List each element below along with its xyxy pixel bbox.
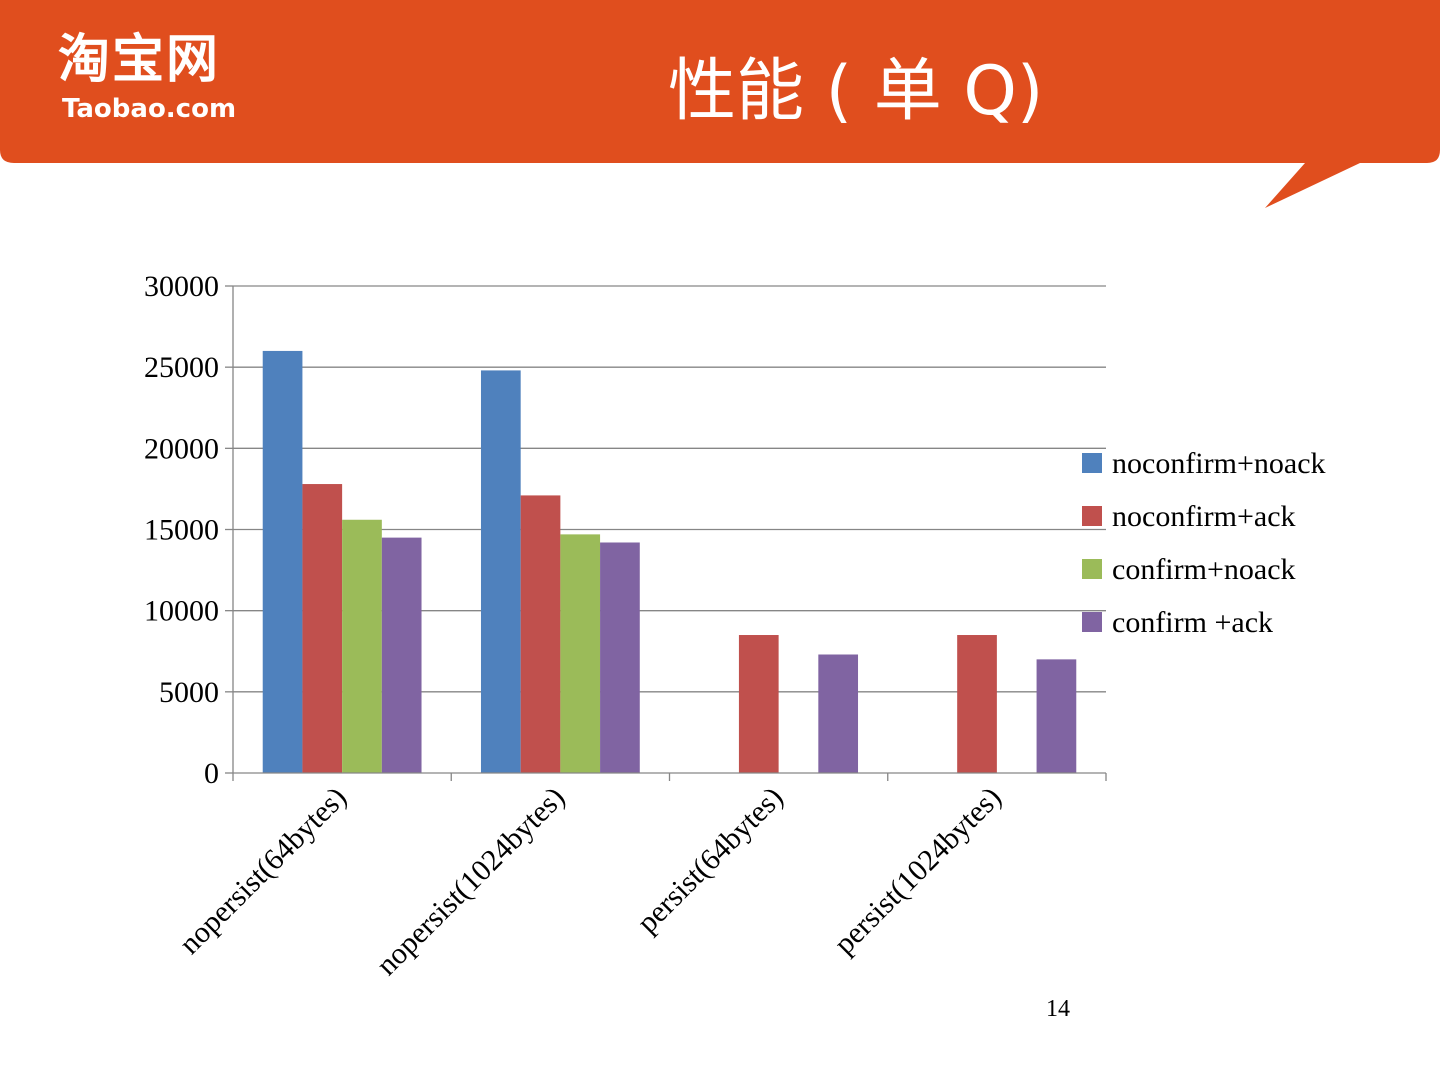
legend-label: confirm +ack	[1112, 606, 1273, 639]
bar	[520, 495, 561, 773]
legend-label: confirm+noack	[1112, 553, 1296, 586]
y-tick-label: 20000	[144, 432, 219, 465]
banner-shape	[0, 0, 1440, 208]
bar	[600, 542, 640, 773]
bar	[1036, 659, 1077, 773]
header-banner	[0, 0, 1440, 208]
bar	[342, 519, 382, 773]
bar	[262, 350, 303, 773]
x-tick-label: nopersist(64bytes)	[173, 781, 353, 961]
bar	[381, 537, 422, 773]
bar	[957, 635, 997, 773]
bar	[818, 654, 859, 773]
legend-label: noconfirm+noack	[1112, 447, 1326, 480]
y-tick-label: 15000	[144, 514, 219, 547]
slide-title: 性能 ( 单 Q)	[668, 52, 1044, 131]
page-number: 14	[1046, 996, 1070, 1022]
bar	[302, 484, 343, 773]
legend-swatch	[1082, 506, 1102, 526]
y-tick-label: 30000	[144, 270, 219, 303]
legend-swatch	[1082, 612, 1102, 632]
bars	[262, 350, 1077, 773]
y-tick-label: 10000	[144, 595, 219, 628]
taobao-logo-chinese: 淘宝网	[58, 30, 221, 90]
legend-label: noconfirm+ack	[1112, 500, 1296, 533]
y-tick-label: 0	[204, 757, 219, 790]
taobao-logo-english: Taobao.com	[62, 94, 237, 124]
y-tick-label: 25000	[144, 351, 219, 384]
bar	[560, 534, 601, 773]
legend: noconfirm+noack noconfirm+ack confirm+noac…	[1082, 447, 1326, 639]
bar	[480, 370, 521, 773]
legend-swatch	[1082, 559, 1102, 579]
x-tick-label: nopersist(1024bytes)	[370, 781, 571, 982]
bar	[738, 635, 779, 773]
y-tick-label: 5000	[159, 676, 219, 709]
x-tick-label: persist(64bytes)	[631, 781, 790, 940]
legend-swatch	[1082, 453, 1102, 473]
x-tick-label: persist(1024bytes)	[828, 781, 1008, 961]
